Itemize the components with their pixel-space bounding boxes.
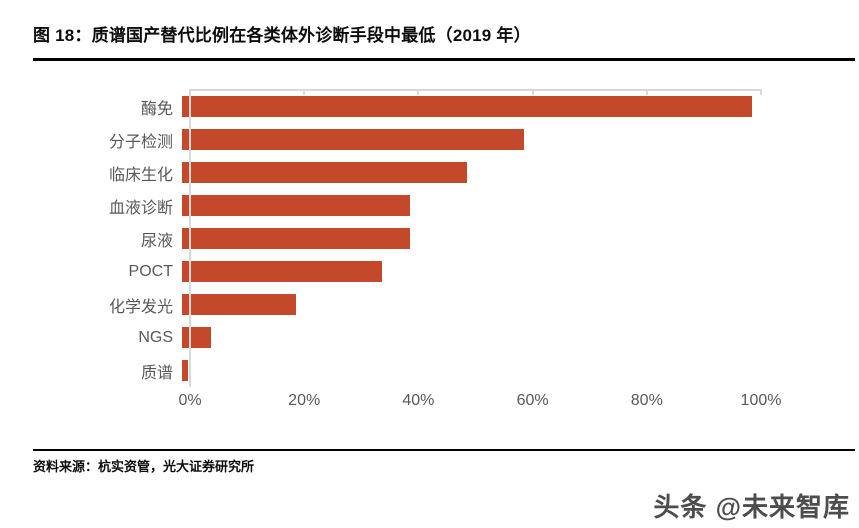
chart-row: 血液诊断 (0, 189, 859, 222)
chart-row: 质谱 (0, 354, 859, 387)
bar-track (182, 360, 752, 381)
category-label: 质谱 (140, 364, 173, 382)
category-label: 化学发光 (108, 298, 173, 316)
bar-track (182, 327, 752, 348)
bar-track (182, 261, 752, 282)
x-axis-tick (760, 89, 762, 95)
bar-track (182, 228, 752, 249)
category-label: 尿液 (140, 232, 173, 250)
chart-row: POCT (0, 255, 859, 288)
source-note: 资料来源：杭实资管，光大证券研究所 (33, 459, 255, 474)
bar-track (182, 129, 752, 150)
bar-分子检测 (182, 129, 524, 150)
category-label: 临床生化 (108, 166, 173, 184)
bar-POCT (182, 261, 382, 282)
bar-track (182, 294, 752, 315)
bar-酶免 (182, 96, 752, 117)
bar-尿液 (182, 228, 410, 249)
watermark: 头条 @未来智库 (653, 492, 850, 522)
x-tick-label: 20% (288, 392, 321, 409)
chart-rows: 酶免分子检测临床生化血液诊断尿液 POCT 化学发光 NGS 质谱 (0, 90, 859, 387)
bar-track (182, 195, 752, 216)
chart-row: 分子检测 (0, 123, 859, 156)
x-tick-label: 0% (178, 392, 202, 409)
x-axis-tick (417, 89, 420, 95)
bar-临床生化 (182, 162, 467, 183)
x-tick-label: 40% (402, 392, 435, 409)
chart-row: 化学发光 (0, 288, 859, 321)
x-axis-tick (531, 89, 534, 95)
x-axis-tick (303, 89, 306, 95)
bar-track (182, 96, 752, 117)
bar-NGS (182, 327, 211, 348)
category-label: NGS (138, 328, 173, 346)
bar-化学发光 (182, 294, 296, 315)
category-label: 分子检测 (108, 133, 173, 151)
bar-track (182, 162, 752, 183)
chart-row: 尿液 (0, 222, 859, 255)
x-axis-line (189, 89, 762, 95)
x-tick-label: 100% (740, 392, 782, 409)
bar-chart: 酶免分子检测临床生化血液诊断尿液 POCT 化学发光 NGS 质谱 0% 20% 40% 60… (0, 89, 859, 409)
x-tick-label: 60% (516, 392, 549, 409)
chart-row: 酶免 (0, 90, 859, 123)
bar-血液诊断 (182, 195, 410, 216)
x-axis-tick (645, 89, 648, 95)
x-axis: 0% 20% 40% 60% 80% 100% (178, 392, 781, 412)
chart-row: 临床生化 (0, 156, 859, 189)
x-tick-label: 80% (630, 392, 663, 409)
title-divider (33, 58, 855, 61)
category-label: 血液诊断 (108, 199, 173, 217)
category-label: POCT (128, 262, 173, 280)
category-label: 酶免 (140, 100, 173, 118)
footer-divider (33, 449, 855, 451)
figure-title: 图 18：质谱国产替代比例在各类体外诊断手段中最低（2019 年） (33, 26, 531, 45)
y-axis-line (189, 90, 191, 387)
chart-row: NGS (0, 321, 859, 354)
bar-质谱 (182, 360, 188, 381)
